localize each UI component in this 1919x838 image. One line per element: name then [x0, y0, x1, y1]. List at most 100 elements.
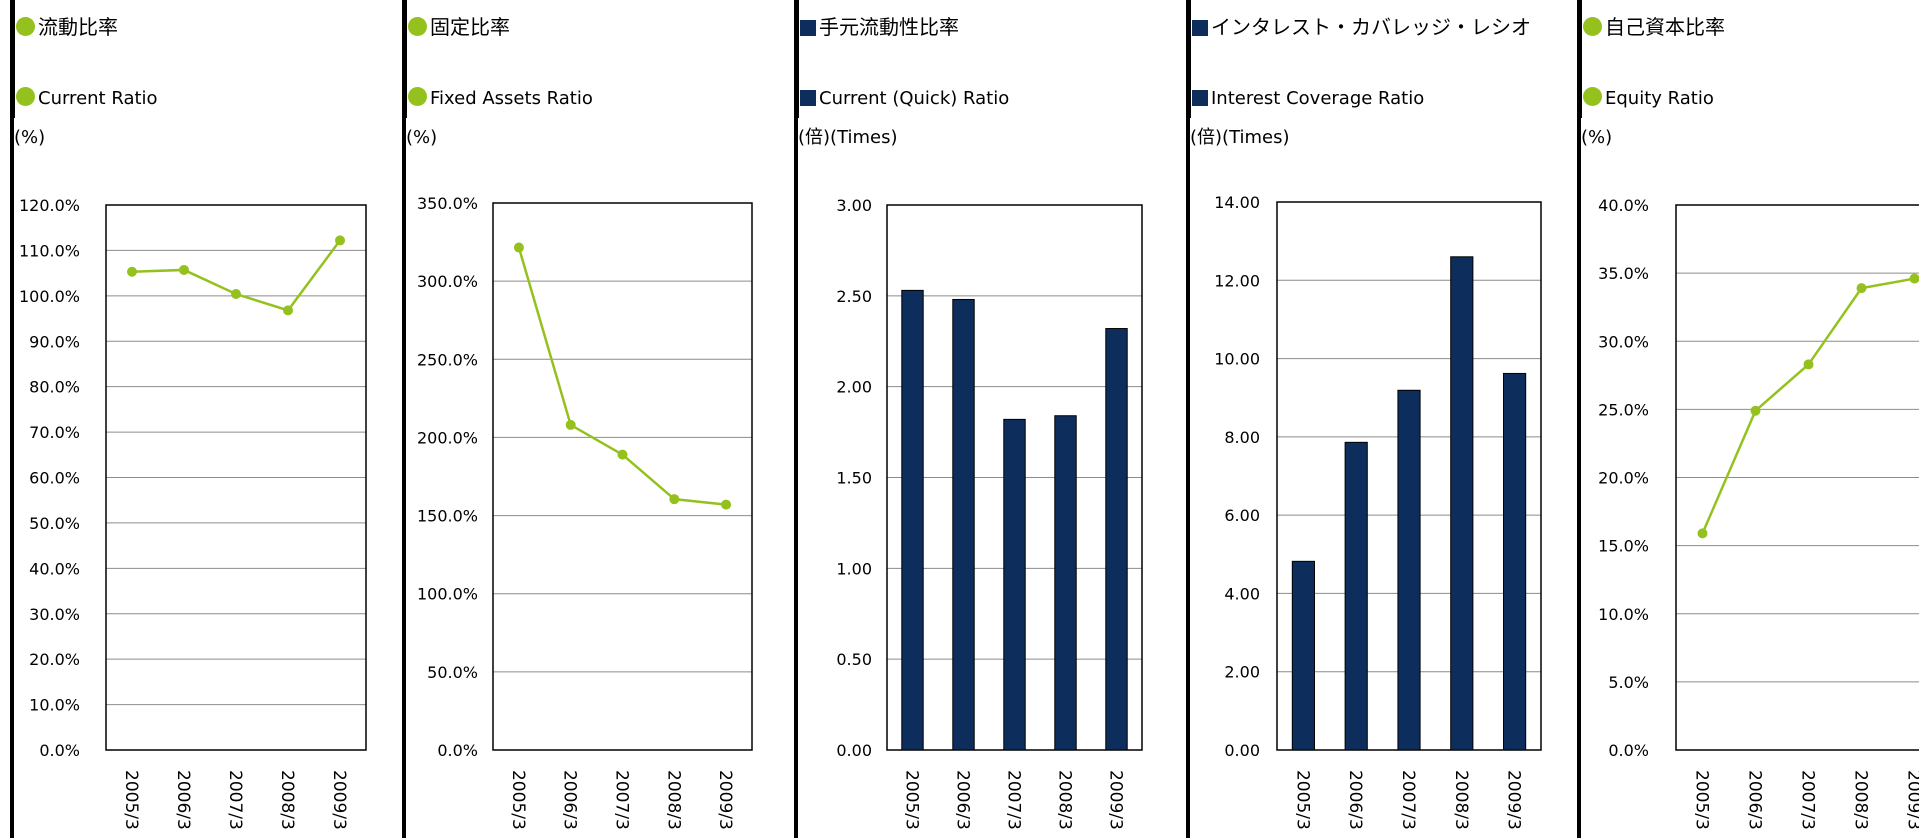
y-tick-label: 10.0%	[29, 696, 80, 715]
y-tick-label: 70.0%	[29, 423, 80, 442]
unit-label: (倍)(Times)	[1190, 127, 1290, 148]
y-tick-label: 110.0%	[19, 241, 80, 260]
panel-divider-head	[10, 0, 15, 118]
line-chart: 0.0% 10.0% 20.0% 30.0% 40.0% 50.0% 60.0% 70.0% 8…	[19, 196, 367, 830]
y-tick-label: 40.0%	[29, 559, 80, 578]
y-tick-label: 20.0%	[29, 650, 80, 669]
chart-panel-quick-ratio: 手元流動性比率 Current (Quick) Ratio (倍)(Times)…	[794, 0, 1184, 838]
y-tick-label: 15.0%	[1598, 537, 1649, 556]
data-point	[179, 264, 189, 275]
line-chart: 0.0% 50.0% 100.0% 150.0% 200.0% 250.0% 300.0% 3…	[417, 194, 753, 830]
y-tick-label: 0.00	[836, 741, 872, 760]
chart-panel-equity-ratio: 自己資本比率 Equity Ratio (%) 0.0% 5.0% 10.0% 15.…	[1577, 0, 1919, 838]
y-tick-label: 80.0%	[29, 378, 80, 397]
data-point	[513, 242, 524, 253]
y-tick-label: 1.50	[836, 469, 872, 488]
bar	[1003, 418, 1026, 751]
y-tick-label: 3.00	[836, 196, 872, 215]
panel-divider	[402, 0, 406, 838]
y-tick-label: 2.00	[1224, 663, 1260, 682]
x-tick-label: 2007/3	[225, 770, 245, 830]
chart-panel-interest-coverage-ratio: インタレスト・カバレッジ・レシオ Interest Coverage Ratio…	[1186, 0, 1576, 838]
bar	[1344, 441, 1368, 751]
bar	[1503, 372, 1527, 751]
data-point	[721, 499, 732, 510]
x-tick-label: 2006/3	[173, 770, 193, 830]
bar-chart: 0.00 2.00 4.00 6.00 8.00 10.00 12.00 14.00 2005/…	[1214, 193, 1542, 830]
x-tick-label: 2008/3	[1851, 770, 1871, 830]
x-tick-label: 2008/3	[1055, 770, 1075, 830]
x-tick-label: 2007/3	[1398, 770, 1418, 830]
y-tick-label: 120.0%	[19, 196, 80, 215]
y-tick-label: 0.0%	[39, 741, 80, 760]
y-tick-label: 50.0%	[427, 663, 478, 682]
y-tick-label: 0.0%	[1608, 741, 1649, 760]
panel-title-jp: 手元流動性比率	[800, 14, 959, 40]
panel-title-jp: 固定比率	[408, 14, 510, 40]
data-point	[565, 419, 576, 430]
panel-divider-head	[402, 0, 407, 118]
bar	[901, 289, 924, 751]
x-tick-label: 2008/3	[277, 770, 297, 830]
unit-label: (%)	[1581, 127, 1613, 148]
data-point	[1803, 359, 1814, 370]
panel-divider	[1186, 0, 1190, 838]
y-tick-label: 50.0%	[29, 514, 80, 533]
panel-title-jp: 自己資本比率	[1583, 14, 1725, 40]
y-tick-label: 4.00	[1224, 584, 1260, 603]
x-tick-label: 2009/3	[329, 770, 349, 830]
plot-frame	[105, 204, 367, 751]
panel-divider	[10, 0, 14, 838]
x-tick-label: 2005/3	[508, 770, 528, 830]
x-tick-label: 2008/3	[1451, 770, 1471, 830]
data-point	[1856, 283, 1867, 294]
circle-bullet-icon	[408, 87, 427, 106]
data-point	[127, 266, 137, 277]
y-tick-label: 10.0%	[1598, 605, 1649, 624]
y-tick-label: 20.0%	[1598, 469, 1649, 488]
x-tick-label: 2006/3	[1345, 770, 1365, 830]
chart-panel-current-ratio: 流動比率 Current Ratio (%) 0.0% 10.0% 20.0% 30.…	[10, 0, 400, 838]
x-tick-label: 2005/3	[1692, 770, 1712, 830]
x-tick-label: 2008/3	[663, 770, 683, 830]
y-tick-label: 2.50	[836, 287, 872, 306]
unit-label: (%)	[406, 127, 438, 148]
y-tick-label: 35.0%	[1598, 264, 1649, 283]
y-tick-label: 60.0%	[29, 469, 80, 488]
y-tick-label: 100.0%	[417, 585, 478, 604]
x-tick-label: 2005/3	[902, 770, 922, 830]
x-tick-label: 2005/3	[121, 770, 141, 830]
line-chart: 0.0% 5.0% 10.0% 15.0% 20.0% 25.0% 30.0% 35.0% 40…	[1598, 196, 1919, 830]
square-bullet-icon	[1192, 20, 1208, 36]
x-tick-label: 2006/3	[560, 770, 580, 830]
y-tick-label: 30.0%	[1598, 332, 1649, 351]
x-tick-label: 2009/3	[715, 770, 735, 830]
x-tick-label: 2007/3	[612, 770, 632, 830]
bar	[1105, 328, 1128, 751]
data-point	[1909, 273, 1919, 284]
y-tick-label: 300.0%	[417, 272, 478, 291]
circle-bullet-icon	[16, 17, 35, 36]
x-tick-label: 2009/3	[1106, 770, 1126, 830]
y-tick-label: 14.00	[1214, 193, 1260, 212]
panel-title-en: Equity Ratio	[1583, 87, 1714, 111]
y-tick-label: 2.00	[836, 378, 872, 397]
series-line	[517, 247, 727, 506]
circle-bullet-icon	[1583, 17, 1602, 36]
panel-divider	[1577, 0, 1581, 838]
y-tick-label: 8.00	[1224, 428, 1260, 447]
square-bullet-icon	[1192, 90, 1208, 106]
unit-label: (%)	[14, 127, 46, 148]
square-bullet-icon	[800, 90, 816, 106]
x-tick-label: 2009/3	[1904, 770, 1919, 830]
y-tick-label: 5.0%	[1608, 673, 1649, 692]
panel-title-jp: インタレスト・カバレッジ・レシオ	[1192, 14, 1531, 40]
x-tick-label: 2006/3	[953, 770, 973, 830]
panel-title-en: Current (Quick) Ratio	[800, 87, 1009, 111]
x-tick-label: 2007/3	[1004, 770, 1024, 830]
bar	[952, 298, 975, 751]
data-point	[1750, 405, 1761, 416]
square-bullet-icon	[800, 20, 816, 36]
panel-title-en: Fixed Assets Ratio	[408, 87, 593, 111]
y-tick-label: 350.0%	[417, 194, 478, 213]
